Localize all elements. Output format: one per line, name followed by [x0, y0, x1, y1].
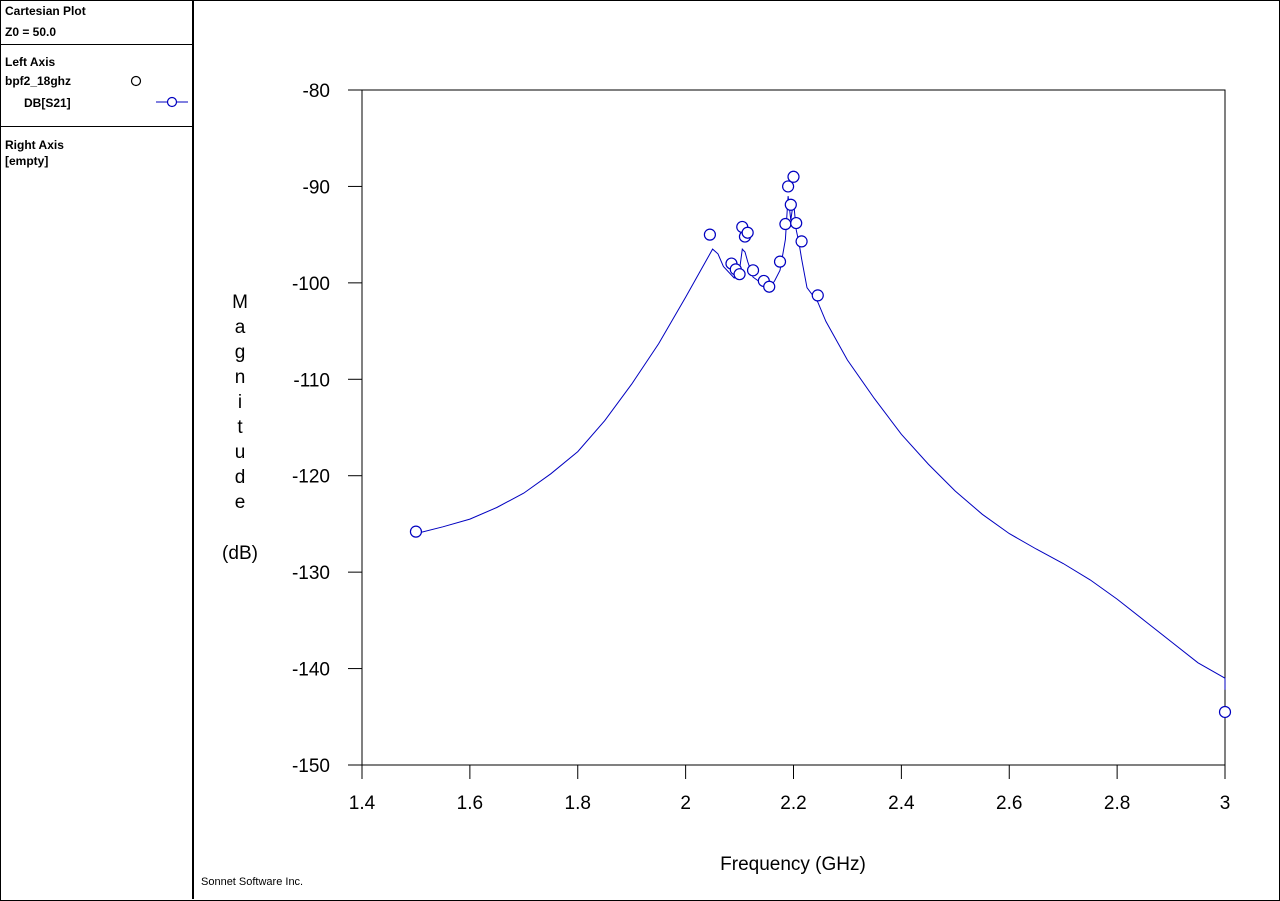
- x-tick-label: 2: [680, 793, 691, 814]
- series-line: [415, 196, 1226, 690]
- y-axis: -80 -90 -100 -110 -120 -130 -140 -150: [292, 81, 362, 777]
- data-point-marker[interactable]: [746, 264, 760, 277]
- right-axis-value: [empty]: [5, 154, 49, 168]
- project-name[interactable]: bpf2_18ghz: [5, 74, 72, 88]
- data-point-marker[interactable]: [741, 226, 754, 239]
- y-axis-title-letter: e: [235, 492, 246, 513]
- y-axis-title-letter: M: [232, 292, 248, 313]
- data-point-marker[interactable]: [1218, 705, 1232, 719]
- x-tick-label: 2.8: [1104, 793, 1130, 814]
- x-tick-label: 1.4: [349, 793, 376, 814]
- copyright-footer: Sonnet Software Inc.: [201, 876, 304, 888]
- y-tick-label: -140: [292, 660, 330, 681]
- plot-frame: [361, 89, 1226, 766]
- trace-name[interactable]: DB[S21]: [24, 96, 71, 110]
- y-axis-title-letter: i: [238, 392, 242, 413]
- legend-sidebar: Cartesian Plot Z0 = 50.0 Left Axis bpf2_…: [0, 0, 194, 899]
- data-point-marker[interactable]: [784, 198, 797, 211]
- data-point-marker[interactable]: [811, 289, 824, 302]
- series-db-s21: [409, 170, 1232, 719]
- data-point-marker[interactable]: [790, 216, 803, 230]
- plot-type-title: Cartesian Plot: [5, 4, 86, 18]
- y-tick-label: -130: [292, 563, 330, 584]
- data-point-marker[interactable]: [782, 180, 795, 193]
- data-point-marker[interactable]: [703, 228, 716, 241]
- project-marker-icon: [130, 75, 142, 87]
- plot-info-section: Cartesian Plot Z0 = 50.0: [0, 0, 192, 45]
- y-axis-title-letter: t: [237, 417, 243, 438]
- y-axis-title-letter: a: [235, 317, 246, 338]
- data-point-marker[interactable]: [763, 280, 776, 293]
- data-point-marker[interactable]: [733, 268, 746, 281]
- z0-value: Z0 = 50.0: [5, 25, 57, 39]
- left-axis-section[interactable]: Left Axis bpf2_18ghz DB[S21]: [0, 45, 192, 127]
- right-axis-heading: Right Axis: [5, 138, 64, 152]
- data-point-marker[interactable]: [787, 170, 800, 183]
- data-point-marker[interactable]: [795, 235, 808, 248]
- right-axis-section[interactable]: Right Axis [empty]: [0, 127, 192, 187]
- y-tick-label: -90: [303, 177, 330, 198]
- trace-line-marker-icon: [156, 96, 188, 108]
- x-axis: 1.4 1.6 1.8 2 2.2 2.4 2.6 2.8 3: [349, 765, 1231, 814]
- data-point-marker[interactable]: [779, 217, 792, 231]
- y-axis-title-letter: g: [235, 342, 246, 363]
- y-axis-title-letter: u: [235, 442, 246, 463]
- x-tick-label: 2.4: [888, 793, 915, 814]
- x-tick-label: 3: [1220, 793, 1231, 814]
- y-tick-label: -110: [293, 370, 330, 391]
- left-axis-heading: Left Axis: [5, 55, 56, 69]
- y-tick-label: -150: [292, 756, 330, 777]
- x-tick-label: 1.6: [457, 793, 483, 814]
- y-axis-title-letter: d: [235, 467, 246, 488]
- y-tick-label: -100: [292, 274, 330, 295]
- y-axis-title-letter: n: [235, 367, 246, 388]
- y-tick-label: -120: [292, 467, 330, 488]
- x-tick-label: 1.8: [565, 793, 591, 814]
- y-axis-unit: (dB): [222, 543, 258, 564]
- data-point-marker[interactable]: [409, 525, 423, 538]
- x-tick-label: 2.2: [780, 793, 806, 814]
- data-point-marker[interactable]: [773, 255, 787, 268]
- y-tick-label: -80: [303, 81, 330, 102]
- x-axis-title: Frequency (GHz): [720, 854, 866, 875]
- x-tick-label: 2.6: [996, 793, 1022, 814]
